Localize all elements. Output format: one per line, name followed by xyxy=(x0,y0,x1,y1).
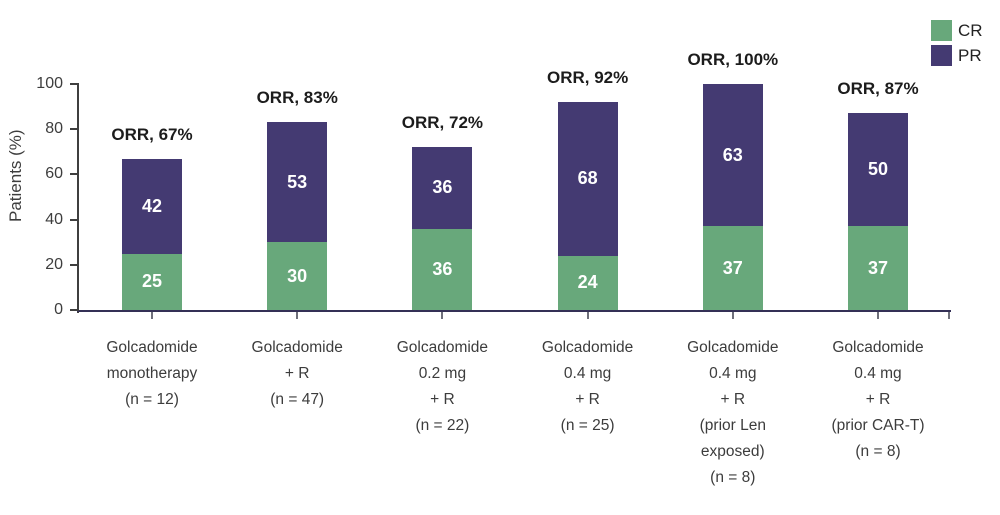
pr-legend-label: PR xyxy=(958,46,982,65)
y-tick-label: 20 xyxy=(45,255,63,273)
cr-value-label: 37 xyxy=(722,257,743,278)
cr-value-label: 25 xyxy=(141,271,163,292)
x-tick xyxy=(296,312,299,319)
pr-value-label: 50 xyxy=(867,159,889,180)
x-tick xyxy=(731,312,734,319)
bar-segment-cr: 36 xyxy=(412,228,473,310)
pr-value-label: 63 xyxy=(722,144,743,165)
cr-value-label: 24 xyxy=(577,272,598,293)
orr-annotation: ORR, 67% xyxy=(111,124,193,144)
y-tick xyxy=(70,218,79,221)
y-tick xyxy=(70,128,79,131)
bar-segment-cr: 30 xyxy=(267,242,328,310)
x-axis-category-label: Golcadomide 0.4 mg + R (prior Len exposed) (n… xyxy=(687,339,779,486)
legend: CR PR xyxy=(931,20,983,70)
orr-annotation: ORR, 100% xyxy=(687,50,779,69)
x-tick xyxy=(586,312,589,319)
bar-group: 25 42 ORR, 67% Golcadomide monotherapy (n = 1… xyxy=(106,84,197,408)
y-tick xyxy=(70,83,79,86)
cr-legend-label: CR xyxy=(958,21,983,40)
bar-segment-cr: 25 xyxy=(122,253,182,310)
pr-value-label: 42 xyxy=(141,195,163,216)
y-tick xyxy=(70,309,79,311)
y-tick xyxy=(70,173,79,176)
y-tick-label: 60 xyxy=(45,165,63,183)
y-tick-label: 40 xyxy=(45,210,63,228)
y-axis-line xyxy=(77,84,79,313)
x-axis-line xyxy=(77,310,951,312)
plot-area: 0 20 40 60 80 100 25 42 ORR, 67% Golcadomide monot… xyxy=(36,50,959,486)
y-tick xyxy=(70,263,79,266)
x-axis-category-label: Golcadomide monotherapy (n = 12) xyxy=(106,339,198,408)
cr-value-label: 36 xyxy=(432,258,453,279)
cr-value-label: 30 xyxy=(287,265,308,286)
x-axis-category-label: Golcadomide 0.2 mg + R (n = 22) xyxy=(396,339,489,434)
bar-group: 30 53 ORR, 83% Golcadomide + R (n = 47) xyxy=(252,84,343,408)
pr-value-label: 36 xyxy=(432,177,453,198)
bar-segment-cr: 37 xyxy=(702,226,763,310)
cr-swatch-icon xyxy=(931,20,952,41)
bar-group: 37 63 ORR, 100% Golcadomide 0.4 mg + R (prior … xyxy=(687,50,778,486)
pr-value-label: 68 xyxy=(577,168,598,189)
bar-segment-pr: 42 xyxy=(122,158,182,254)
y-tick-label: 100 xyxy=(36,75,63,92)
bar-group: 37 50 ORR, 87% Golcadomide 0.4 mg + R (prior C… xyxy=(832,79,925,460)
x-tick xyxy=(441,312,444,319)
pr-value-label: 53 xyxy=(287,171,308,192)
legend-item-cr: CR xyxy=(931,20,983,41)
orr-annotation: ORR, 72% xyxy=(401,113,484,133)
x-axis-end-tick xyxy=(948,312,950,319)
x-tick xyxy=(877,312,879,319)
x-axis-category-label: Golcadomide 0.4 mg + R (prior CAR-T) (n = 8) xyxy=(831,339,925,460)
y-tick-label: 80 xyxy=(45,120,63,138)
x-tick xyxy=(151,312,153,319)
bar-segment-cr: 37 xyxy=(848,226,908,310)
bar-segment-pr: 63 xyxy=(702,84,763,227)
bar-group: 36 36 ORR, 72% Golcadomide 0.2 mg + R (n = 22) xyxy=(397,84,488,434)
x-axis-category-label: Golcadomide + R (n = 47) xyxy=(251,339,343,408)
bar-segment-pr: 36 xyxy=(412,147,473,229)
y-tick-label: 0 xyxy=(54,301,63,318)
bar-segment-pr: 68 xyxy=(557,102,618,256)
bar-segment-cr: 24 xyxy=(557,255,618,310)
bar-group: 24 68 ORR, 92% Golcadomide 0.4 mg + R (n = 25) xyxy=(542,68,633,434)
y-axis-title: Patients (%) xyxy=(6,129,25,222)
bar-segment-pr: 53 xyxy=(267,122,328,243)
orr-annotation: ORR, 83% xyxy=(256,88,338,108)
cr-value-label: 37 xyxy=(867,257,889,278)
bar-segment-pr: 50 xyxy=(848,113,908,227)
pr-swatch-icon xyxy=(931,45,952,66)
legend-item-pr: PR xyxy=(931,45,983,66)
orr-annotation: ORR, 92% xyxy=(546,68,629,88)
x-axis-category-label: Golcadomide 0.4 mg + R (n = 25) xyxy=(541,339,634,434)
orr-annotation: ORR, 87% xyxy=(837,79,919,99)
